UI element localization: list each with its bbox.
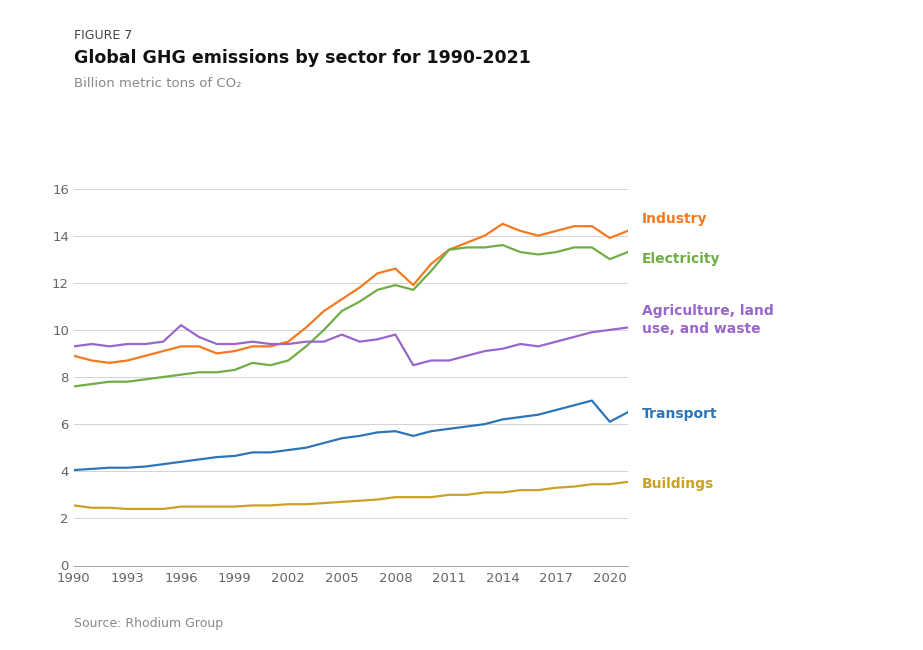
Text: Transport: Transport [641, 408, 717, 421]
Text: Global GHG emissions by sector for 1990-2021: Global GHG emissions by sector for 1990-… [74, 49, 531, 67]
Text: Agriculture, land
use, and waste: Agriculture, land use, and waste [641, 304, 773, 337]
Text: Source: Rhodium Group: Source: Rhodium Group [74, 618, 223, 630]
Text: Billion metric tons of CO₂: Billion metric tons of CO₂ [74, 77, 241, 90]
Text: Industry: Industry [641, 212, 707, 226]
Text: Buildings: Buildings [641, 476, 714, 491]
Text: Electricity: Electricity [641, 252, 721, 266]
Text: FIGURE 7: FIGURE 7 [74, 29, 132, 42]
